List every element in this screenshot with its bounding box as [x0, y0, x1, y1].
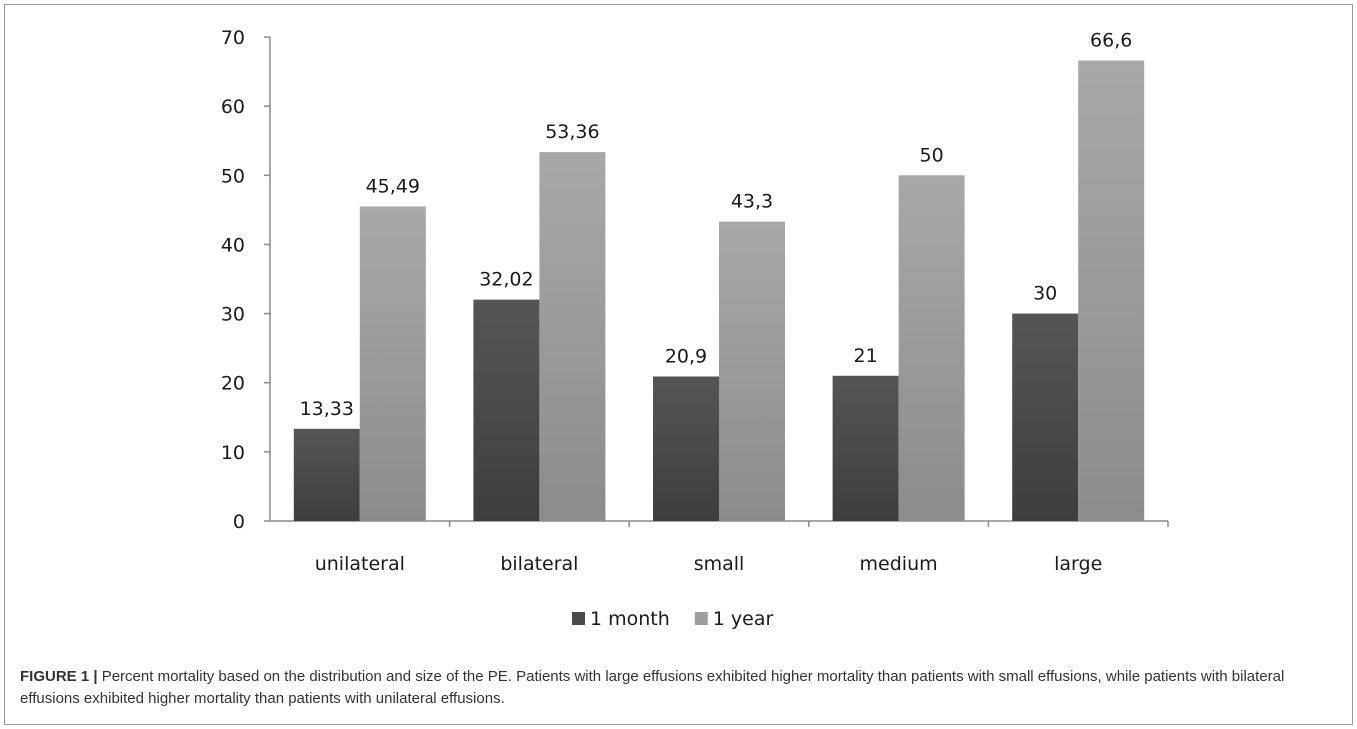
caption-label: FIGURE 1 | [20, 668, 98, 685]
bar-1-year-unilateral [359, 206, 426, 521]
legend-swatch-1-year [694, 612, 708, 625]
axes: 0 10 20 30 40 50 60 70 unilateral bilateral small m… [221, 27, 1169, 575]
y-tick-label: 60 [221, 96, 245, 118]
y-tick-label: 70 [221, 27, 245, 49]
figure-frame [4, 4, 1353, 725]
data-label: 13,33 [300, 398, 354, 420]
bar-1-year-bilateral [539, 152, 606, 521]
bar-1-month-bilateral [473, 299, 540, 521]
data-label: 66,6 [1090, 30, 1132, 52]
y-tick-label: 40 [221, 234, 245, 256]
y-tick-label: 20 [221, 373, 245, 395]
bar-1-year-medium [898, 175, 965, 522]
data-label: 50 [920, 144, 944, 166]
x-category-label: bilateral [500, 553, 578, 575]
y-tick-label: 50 [221, 165, 245, 187]
bar-1-month-small [653, 376, 719, 521]
y-tick-label: 0 [233, 511, 245, 533]
x-category-label: large [1054, 553, 1102, 575]
legend-label: 1 year [713, 608, 774, 630]
caption-text: Percent mortality based on the distribut… [20, 668, 1285, 707]
legend-swatch-1-month [572, 612, 585, 625]
x-category-label: medium [860, 553, 938, 575]
data-labels: 13,33 45,49 32,02 53,36 20,9 43,3 21 50 30 66,6 [300, 30, 1133, 420]
y-tick-label: 10 [221, 442, 245, 464]
data-label: 53,36 [545, 121, 599, 143]
bar-1-year-large [1078, 60, 1145, 521]
data-label: 30 [1033, 283, 1057, 305]
bar-1-month-unilateral [293, 428, 360, 521]
bar-1-year-small [719, 221, 785, 521]
data-label: 43,3 [731, 191, 773, 213]
y-tick-label: 30 [221, 304, 245, 326]
bars [293, 60, 1145, 522]
bar-1-month-medium [832, 375, 899, 521]
x-category-label: unilateral [315, 553, 405, 575]
figure-caption: FIGURE 1 | Percent mortality based on th… [20, 666, 1340, 710]
legend: 1 month 1 year [572, 608, 774, 630]
data-label: 32,02 [479, 269, 533, 291]
data-label: 20,9 [665, 345, 707, 367]
legend-label: 1 month [590, 608, 670, 630]
bar-1-month-large [1012, 313, 1079, 521]
x-category-label: small [694, 553, 745, 575]
data-label: 21 [854, 345, 878, 367]
data-label: 45,49 [366, 175, 420, 197]
